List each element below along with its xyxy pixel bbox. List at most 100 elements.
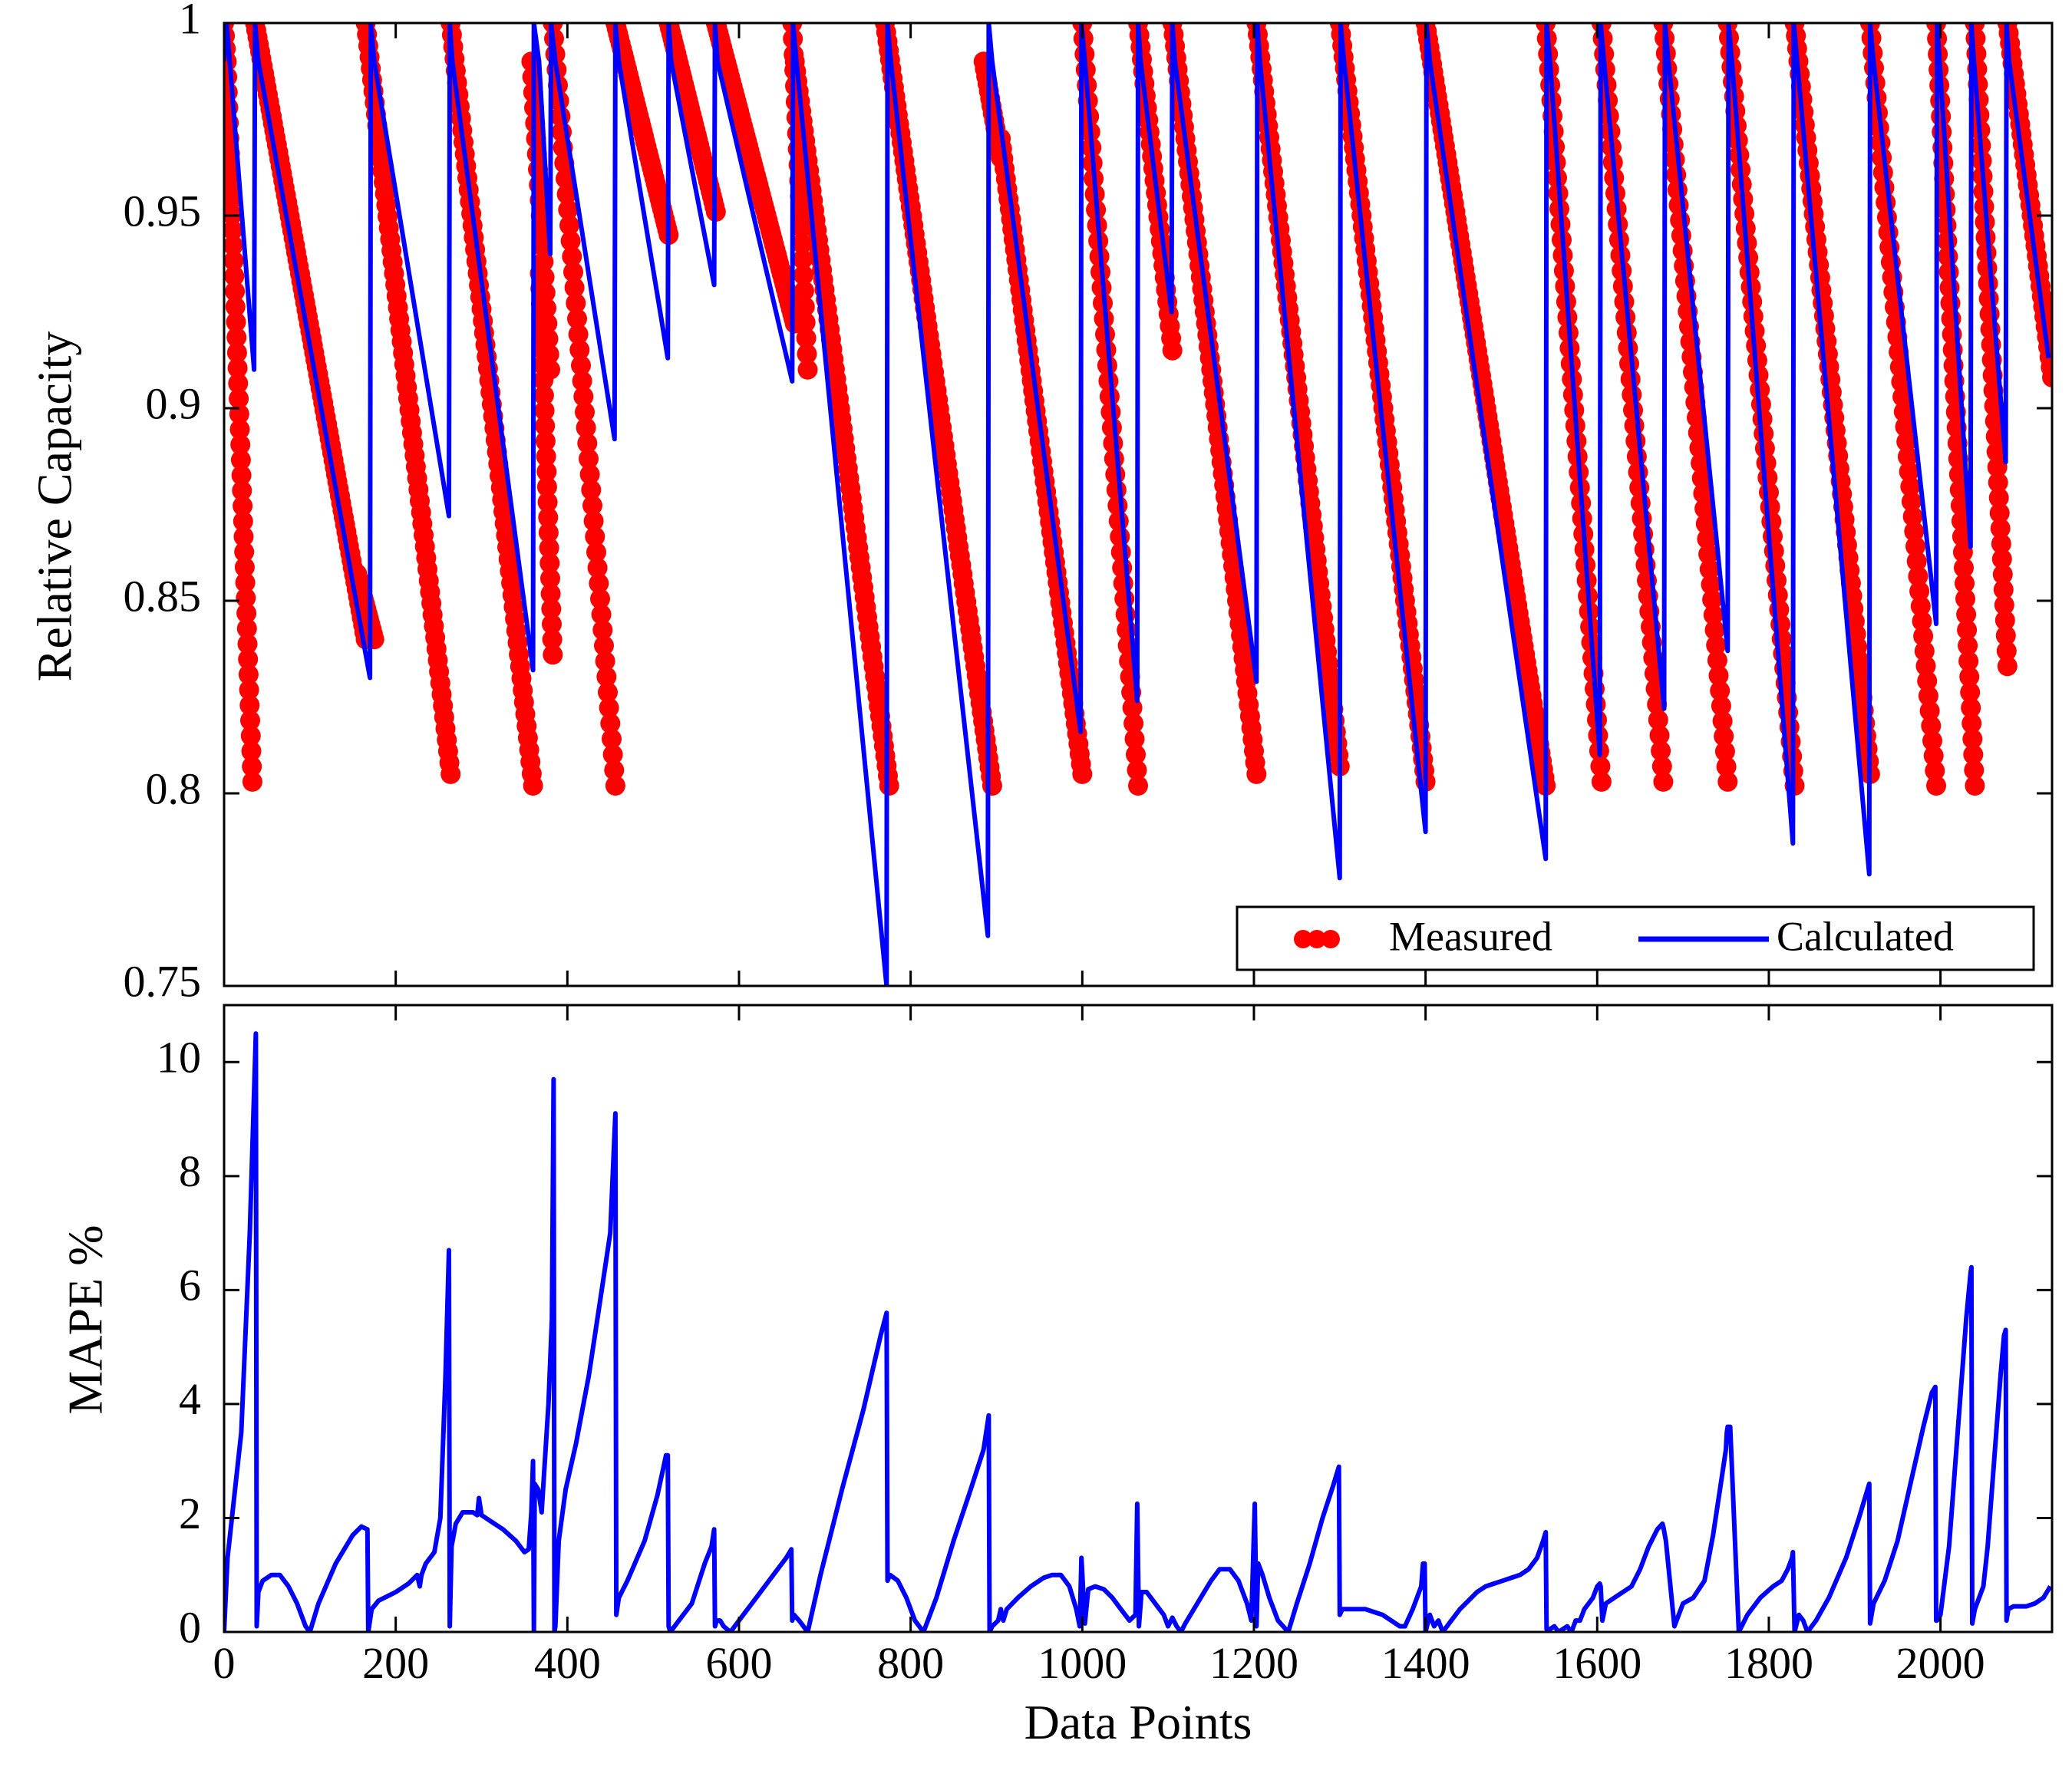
measured-point <box>556 184 577 205</box>
measured-point <box>566 293 586 314</box>
measured-point <box>1908 566 1928 587</box>
measured-point <box>1714 741 1735 762</box>
measured-point <box>576 417 596 438</box>
measured-point <box>568 324 589 344</box>
measured-point <box>1994 595 2014 615</box>
bottom-plot-frame <box>223 1004 2054 1633</box>
measured-point <box>1955 573 1975 594</box>
measured-point <box>1991 533 2011 554</box>
bottom-y-tick-labels: 0 2 4 6 8 10 <box>157 1033 201 1653</box>
measured-point <box>583 511 604 532</box>
measured-point <box>567 308 587 329</box>
top-y-tick-label: 0.85 <box>124 571 202 621</box>
measured-point <box>1693 483 1714 504</box>
measured-point <box>1902 506 1923 527</box>
measured-point <box>1123 713 1144 734</box>
measured-point <box>1994 610 2015 631</box>
top-y-tick-label: 0.75 <box>124 956 202 1006</box>
measured-point <box>226 327 247 348</box>
measured-point <box>1919 701 1940 721</box>
measured-point <box>242 771 262 792</box>
measured-point <box>229 388 249 409</box>
bottom-x-axis-title: Data Points <box>1024 1695 1252 1749</box>
measured-point <box>1653 771 1674 792</box>
measured-point <box>1926 776 1946 796</box>
measured-point <box>599 697 619 718</box>
measured-point <box>1910 596 1931 617</box>
bottom-x-tick-label: 1000 <box>1038 1638 1127 1688</box>
measured-point <box>571 355 591 376</box>
measured-point <box>536 461 557 482</box>
measured-point <box>225 296 246 317</box>
measured-point <box>240 726 261 746</box>
measured-point <box>236 618 257 639</box>
measured-point <box>364 629 384 650</box>
measured-point <box>1590 756 1611 776</box>
measured-point <box>1691 468 1712 489</box>
measured-point <box>600 713 621 734</box>
measured-point <box>589 573 609 594</box>
measured-point <box>797 359 818 380</box>
measured-point <box>1952 542 1973 562</box>
measured-point <box>1992 564 2013 585</box>
measured-point <box>1958 635 1978 656</box>
measured-point <box>240 710 260 730</box>
measured-point <box>590 588 610 609</box>
measured-point <box>1956 604 1977 625</box>
measured-point <box>793 265 813 285</box>
measured-point <box>581 480 602 500</box>
measured-point <box>1921 716 1942 736</box>
measured-point <box>241 741 262 761</box>
measured-point <box>540 583 561 604</box>
legend-measured-marker <box>1294 930 1340 948</box>
measured-point <box>1952 526 1972 547</box>
measured-point <box>1707 650 1727 671</box>
measured-point <box>536 446 556 466</box>
measured-point <box>1702 589 1723 610</box>
measured-point <box>533 370 554 391</box>
measured-point <box>224 265 245 286</box>
measured-point <box>523 776 543 796</box>
measured-point <box>564 277 585 298</box>
bottom-x-tick-label: 200 <box>362 1638 429 1688</box>
measured-point <box>793 281 814 302</box>
measured-point <box>1901 491 1922 512</box>
measured-point <box>532 324 553 344</box>
calculated-line <box>224 23 2051 986</box>
measured-point <box>1246 763 1267 784</box>
mape-line <box>224 1031 2052 1632</box>
measured-point <box>232 480 252 501</box>
bottom-y-tick-label: 0 <box>179 1602 201 1652</box>
calculated-series <box>224 23 2051 986</box>
measured-point <box>1909 581 1930 602</box>
legend-measured-label: Measured <box>1389 913 1552 959</box>
measured-series <box>224 23 2052 796</box>
measured-point <box>230 434 251 455</box>
measured-point <box>536 476 557 497</box>
bottom-x-tick-label: 1800 <box>1724 1638 1813 1688</box>
measured-point <box>556 168 576 189</box>
measured-point <box>1993 579 2014 600</box>
bottom-x-tick-label: 800 <box>877 1638 944 1688</box>
measured-point <box>542 614 562 635</box>
top-y-tick-label: 1 <box>179 0 201 43</box>
measured-point <box>238 649 259 670</box>
bottom-x-tick-label: 2000 <box>1896 1638 1985 1688</box>
measured-point <box>1072 763 1093 784</box>
bottom-y-tick-label: 10 <box>157 1033 201 1083</box>
measured-point <box>577 433 598 453</box>
measured-point <box>538 507 559 528</box>
measured-point <box>1964 760 1985 780</box>
measured-point <box>242 757 262 776</box>
measured-point <box>1914 641 1935 661</box>
measured-point <box>226 312 246 332</box>
measured-point <box>1995 625 2016 646</box>
measured-point <box>562 246 582 267</box>
measured-point <box>224 219 243 240</box>
measured-point <box>1997 656 2018 677</box>
measured-point <box>228 373 249 394</box>
measured-point <box>1591 771 1612 792</box>
measured-point <box>538 523 559 543</box>
measured-point <box>1922 730 1942 751</box>
measured-point <box>224 250 244 271</box>
